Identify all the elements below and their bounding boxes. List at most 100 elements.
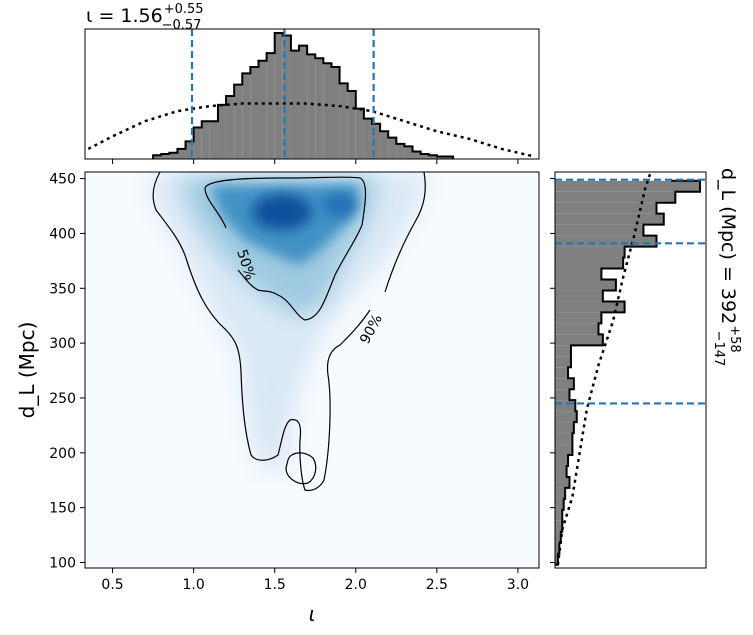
top-hist-bar	[436, 156, 445, 159]
top-hist-bar	[258, 60, 267, 159]
top-hist-bar	[339, 83, 348, 159]
top-hist-bar	[290, 50, 300, 159]
right-hist-bar	[555, 400, 576, 412]
y-tick-label: 450	[49, 172, 76, 188]
right-hist-bar	[555, 411, 577, 423]
right-hist-bar	[555, 235, 657, 247]
right-hist-bar	[555, 378, 574, 390]
right-hist-bar	[555, 367, 569, 379]
right-hist-bar	[555, 553, 558, 565]
right-hist-outline	[555, 179, 701, 566]
top-hist-bar	[396, 143, 405, 159]
x-tick-label: 1.0	[183, 577, 205, 593]
top-axis-ticks	[112, 159, 519, 164]
right-panel-frame	[554, 171, 707, 569]
y-tick-label: 100	[49, 556, 76, 572]
x-tick-label: 1.5	[264, 577, 286, 593]
top-hist-bar	[323, 63, 332, 159]
y-tick-label: 350	[49, 281, 76, 297]
top-hist-bar	[201, 121, 210, 159]
top-hist-bar	[185, 141, 194, 159]
top-marginal-panel: ι = 1.56+0.55 −0.57	[84, 2, 540, 164]
right-hist-bar	[555, 465, 567, 477]
y-axis-ticks: 100 150 200 250 300 350 400 450	[49, 172, 85, 572]
x-axis-label: ι	[309, 602, 316, 626]
right-axis-ticks	[550, 178, 555, 564]
right-hist-bar	[555, 323, 599, 335]
right-hist-bar	[555, 531, 561, 543]
top-hist-bar	[347, 90, 356, 159]
right-title-main: d_L (Mpc) = 392	[717, 168, 739, 324]
top-hist-bar	[217, 104, 227, 159]
top-hist-bar	[282, 35, 291, 159]
top-hist-bar	[209, 121, 218, 159]
right-prior-curve	[556, 171, 652, 565]
x-tick-label: 2.0	[345, 577, 367, 593]
y-tick-label: 150	[49, 501, 76, 517]
right-hist-bar	[555, 433, 573, 445]
top-hist-bar	[234, 84, 243, 159]
right-hist-bar	[555, 279, 616, 291]
top-hist-bar	[355, 108, 364, 159]
right-hist-bar	[555, 542, 560, 554]
right-hist-bar	[555, 455, 569, 466]
y-axis-label: d_L (Mpc)	[15, 322, 39, 419]
right-hist-bar	[555, 345, 571, 357]
right-hist-bar	[555, 520, 563, 532]
top-hist-bar	[331, 67, 340, 159]
right-hist-bar	[555, 476, 570, 488]
density-core	[252, 194, 312, 230]
right-hist-bar	[555, 257, 624, 269]
top-title-main: ι = 1.56	[86, 5, 163, 27]
top-title-sub: −0.57	[162, 18, 202, 33]
x-axis-ticks: 0.5 1.0 1.5 2.0 2.5 3.0	[101, 568, 529, 593]
top-hist-bar	[193, 127, 202, 159]
right-hist-bar	[555, 356, 571, 368]
right-hist-bar	[555, 202, 657, 214]
top-hist-bar	[380, 131, 389, 159]
top-hist-bar	[371, 123, 381, 159]
top-hist-bar	[161, 153, 170, 159]
top-panel-frame	[84, 28, 540, 160]
top-hist-bar	[363, 118, 372, 159]
top-hist-bar	[274, 33, 283, 159]
top-histogram	[152, 32, 455, 160]
right-interval-markers	[555, 178, 706, 405]
top-hist-bar	[404, 146, 413, 159]
contour-90-island	[285, 452, 317, 485]
heatmap-density	[150, 172, 430, 470]
right-hist-bar	[555, 444, 573, 456]
x-tick-label: 0.5	[101, 577, 123, 593]
top-hist-bar	[250, 67, 259, 159]
top-title-sup: +0.55	[164, 2, 204, 17]
top-title: ι = 1.56+0.55 −0.57	[86, 2, 204, 33]
right-title-sup: +58	[727, 325, 742, 352]
right-hist-bar	[555, 301, 625, 313]
top-hist-bar	[388, 137, 397, 159]
right-hist-bar	[555, 224, 644, 236]
top-hist-bar	[420, 153, 429, 159]
top-hist-bar	[444, 156, 454, 159]
right-marginal-panel: d_L (Mpc) = 392+58−147	[550, 168, 742, 569]
y-tick-label: 250	[49, 391, 76, 407]
right-hist-bar	[555, 487, 566, 499]
top-hist-outline	[152, 32, 455, 159]
top-hist-bar	[315, 58, 324, 160]
x-tick-label: 2.5	[426, 577, 448, 593]
right-hist-bar	[555, 312, 602, 324]
right-title-sub: −147	[711, 331, 726, 367]
top-hist-bar	[177, 148, 186, 159]
top-hist-bar	[169, 152, 178, 159]
right-hist-bar	[555, 389, 570, 401]
top-hist-bar	[226, 96, 235, 159]
right-hist-bar	[555, 246, 625, 258]
y-tick-label: 200	[49, 446, 76, 462]
contour-90	[152, 171, 426, 492]
right-hist-bar	[555, 268, 602, 280]
top-hist-bar	[153, 155, 162, 159]
top-hist-bar	[412, 151, 421, 159]
top-hist-bar	[242, 73, 251, 159]
right-hist-bar	[555, 191, 676, 203]
right-hist-bar	[555, 213, 664, 225]
